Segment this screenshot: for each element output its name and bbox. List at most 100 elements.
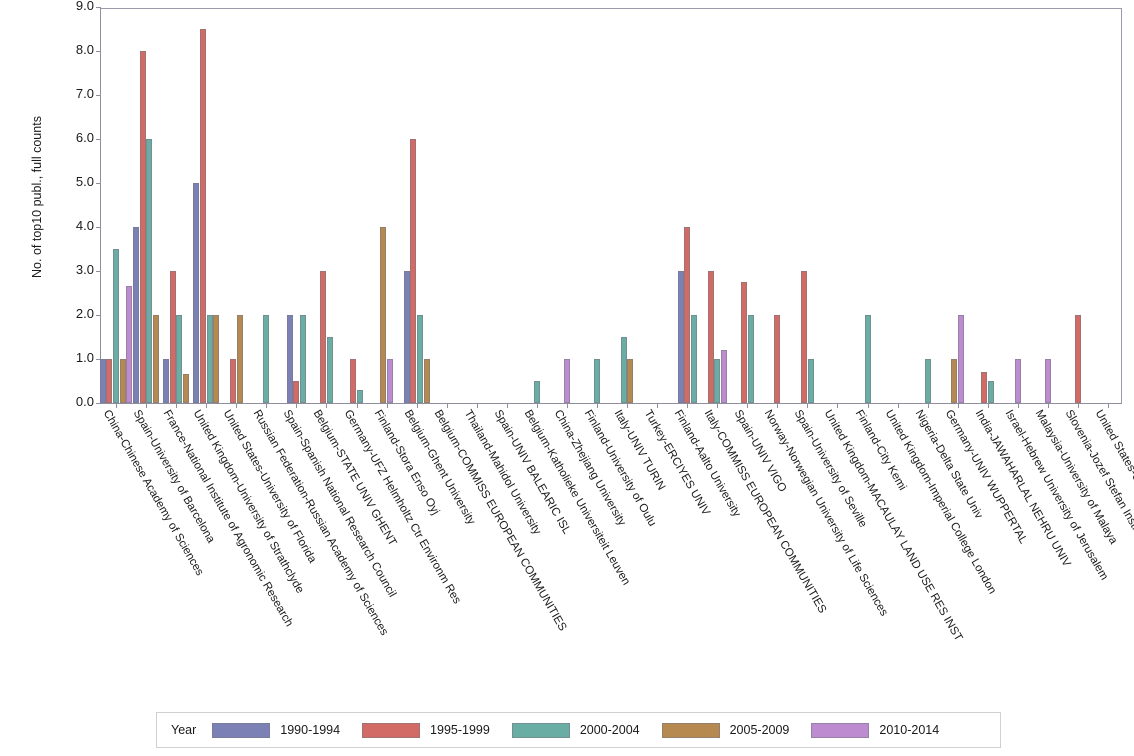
y-tick-label: 0.0	[75, 394, 94, 409]
bar	[133, 227, 140, 403]
y-tick-label: 9.0	[75, 0, 94, 13]
bar	[957, 315, 964, 403]
x-tick-mark	[807, 403, 809, 408]
x-tick-mark	[747, 403, 749, 408]
bar	[714, 359, 721, 403]
legend-label: 1990-1994	[280, 723, 341, 737]
x-tick-label: United Kingdom-Imperial College London	[882, 408, 998, 597]
y-tick-label: 3.0	[75, 262, 94, 277]
x-tick-label: Spain-Spanish National Research Council	[280, 408, 399, 600]
plot-right-border	[1121, 8, 1122, 404]
legend-label: 2005-2009	[729, 723, 790, 737]
y-tick-label: 2.0	[75, 306, 94, 321]
x-tick-mark	[1017, 403, 1019, 408]
x-tick-mark	[777, 403, 779, 408]
legend-entry[interactable]: 2010-2014	[811, 722, 940, 738]
x-tick-mark	[206, 403, 208, 408]
bar	[163, 359, 170, 403]
bar	[1014, 359, 1021, 403]
bar	[774, 315, 781, 403]
bar	[720, 350, 727, 403]
legend-entry[interactable]: 1995-1999	[362, 722, 490, 738]
y-tick-mark	[96, 227, 101, 228]
x-axis-labels: China-Chinese Academy of Sciences Spain-U…	[100, 404, 1134, 704]
x-tick-mark	[657, 403, 659, 408]
bar	[620, 337, 627, 403]
chart-legend: Year 1990-1994 1995-1999 2000-2004 2005-200…	[156, 712, 1001, 748]
x-tick-mark	[566, 403, 568, 408]
legend-label: 1995-1999	[430, 723, 490, 737]
bar	[213, 315, 220, 403]
bar	[99, 359, 106, 403]
x-tick-mark	[867, 403, 869, 408]
x-tick-mark	[236, 403, 238, 408]
bar	[299, 315, 306, 403]
bar	[403, 271, 410, 403]
plot-area: 0.0 1.0 2.0 3.0 4.0 5.0 6.0 7.0 8.0 9.0	[76, 0, 1122, 409]
plot-top-border	[100, 8, 1122, 9]
legend-entry[interactable]: 2000-2004	[511, 722, 640, 738]
legend-swatch	[811, 722, 870, 738]
y-tick-label: 6.0	[75, 130, 94, 145]
y-tick-label: 4.0	[75, 218, 94, 233]
bar	[176, 315, 183, 403]
bar	[410, 139, 417, 403]
x-tick-mark	[627, 403, 629, 408]
bar	[677, 271, 684, 403]
y-tick-label: 7.0	[75, 86, 94, 101]
x-tick-mark	[506, 403, 508, 408]
bar	[533, 381, 540, 403]
legend-swatch	[511, 722, 570, 738]
legend-label: 2000-2004	[579, 723, 640, 737]
bar	[183, 374, 190, 403]
y-tick-mark	[96, 359, 101, 360]
bar	[563, 359, 570, 403]
bar	[1074, 315, 1081, 403]
bar	[988, 381, 995, 403]
legend-title: Year	[171, 723, 197, 737]
bar	[593, 359, 600, 403]
bar	[126, 286, 133, 403]
bar	[356, 389, 363, 403]
x-tick-mark	[687, 403, 689, 408]
x-tick-label: Germany-UFZ Helmholtz Ctr Environm Res	[341, 408, 463, 607]
bar	[263, 315, 270, 403]
bar	[229, 359, 236, 403]
bar	[807, 359, 814, 403]
bar	[1044, 359, 1051, 403]
legend-label: 2010-2014	[879, 723, 940, 737]
y-tick-mark	[96, 315, 101, 316]
y-axis-label: No. of top10 publ., full counts	[30, 116, 44, 278]
bar	[293, 381, 300, 403]
bar	[193, 183, 200, 403]
legend-swatch	[362, 722, 421, 738]
bar	[169, 271, 176, 403]
bar	[864, 315, 871, 403]
bar	[386, 359, 393, 403]
x-tick-mark	[1047, 403, 1049, 408]
y-tick-mark	[96, 139, 101, 140]
bar	[747, 315, 754, 403]
y-tick-mark	[96, 95, 101, 96]
x-tick-mark	[386, 403, 388, 408]
bar	[690, 315, 697, 403]
bar	[236, 315, 243, 403]
x-tick-mark	[146, 403, 148, 408]
legend-entry[interactable]: 2005-2009	[661, 722, 790, 738]
bar	[106, 359, 113, 403]
x-tick-mark	[957, 403, 959, 408]
x-tick-mark	[476, 403, 478, 408]
bar	[740, 282, 747, 403]
legend-entries: 1990-1994 1995-1999 2000-2004 2005-2009 2010…	[212, 722, 961, 738]
y-tick-label: 8.0	[75, 42, 94, 57]
y-tick-mark	[96, 51, 101, 52]
x-tick-mark	[416, 403, 418, 408]
bar	[113, 249, 120, 403]
bar	[146, 139, 153, 403]
x-tick-mark	[116, 403, 118, 408]
x-tick-mark	[176, 403, 178, 408]
legend-entry[interactable]: 1990-1994	[212, 722, 341, 738]
y-tick-mark	[96, 271, 101, 272]
bar	[924, 359, 931, 403]
